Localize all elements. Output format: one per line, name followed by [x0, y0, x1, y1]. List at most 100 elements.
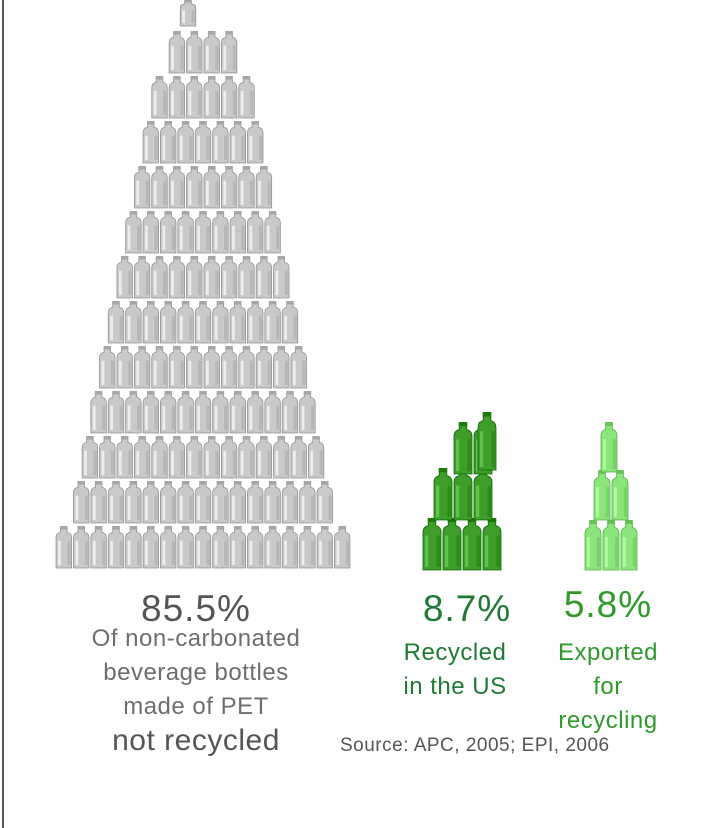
bottle-mark: [453, 468, 473, 521]
bottle-mark: [151, 346, 168, 389]
caption-line: recycling: [558, 707, 658, 734]
bottle-mark: [620, 520, 638, 571]
bottle-mark: [299, 526, 316, 569]
bottle-mark: [168, 31, 186, 74]
bottle-mark: [160, 301, 177, 344]
bottle-mark: [255, 256, 273, 299]
bottle-mark: [316, 481, 333, 524]
not-recycled-bottles: [55, 0, 351, 569]
bottle-mark: [212, 481, 229, 524]
bottle-mark: [238, 436, 255, 479]
bottle-mark: [229, 391, 246, 434]
bottle-mark: [125, 391, 142, 434]
bottle-mark: [247, 211, 264, 254]
bottle-mark: [462, 518, 482, 571]
bottle-mark: [290, 346, 307, 389]
bottle-mark: [186, 346, 203, 389]
bottle-mark: [290, 436, 307, 479]
bottle-mark: [255, 436, 273, 479]
bottle-mark: [160, 481, 177, 524]
not-recycled-percent: 85.5%: [141, 588, 251, 629]
bottle-mark: [125, 481, 142, 524]
bottle-mark: [602, 520, 620, 571]
bottle-mark: [160, 526, 177, 569]
bottle-mark: [482, 518, 502, 571]
bottle-mark: [116, 436, 133, 479]
bottle-mark: [73, 481, 90, 524]
bottle-mark: [107, 481, 125, 524]
bottle-mark: [600, 422, 618, 473]
bottle-mark: [107, 526, 125, 569]
caption-line: Exported: [557, 639, 659, 666]
bottle-mark: [81, 436, 99, 479]
bottle-mark: [220, 436, 238, 479]
bottle-mark: [168, 256, 186, 299]
bottle-mark: [264, 211, 281, 254]
bottle-mark: [107, 301, 125, 344]
bottle-mark: [255, 166, 273, 209]
bottle-mark: [273, 436, 290, 479]
bottle-mark: [55, 526, 72, 569]
bottle-mark: [99, 436, 116, 479]
bottle-mark: [203, 436, 220, 479]
bottle-mark: [151, 76, 168, 119]
bottle-mark: [273, 346, 290, 389]
bottle-mark: [177, 526, 194, 569]
recycled-us-bottles: [422, 412, 502, 571]
bottle-mark: [593, 470, 611, 521]
bottle-mark: [142, 481, 159, 524]
exported-percent: 5.8%: [563, 584, 653, 625]
bottle-mark: [125, 526, 142, 569]
bottle-mark: [273, 256, 290, 299]
bottle-mark: [160, 121, 177, 164]
bottle-mark: [203, 31, 220, 74]
bottle-mark: [212, 526, 229, 569]
bottle-mark: [177, 211, 194, 254]
bottle-mark: [142, 211, 159, 254]
bottle-mark: [203, 346, 220, 389]
bottle-mark: [316, 526, 333, 569]
bottle-mark: [125, 301, 142, 344]
bottle-mark: [220, 256, 238, 299]
bottle-mark: [194, 526, 212, 569]
bottle-mark: [247, 391, 264, 434]
bottle-mark: [238, 76, 255, 119]
bottle-mark: [264, 391, 281, 434]
bottle-mark: [179, 0, 197, 27]
bottle-mark: [229, 211, 246, 254]
exported-bottles: [584, 422, 638, 571]
bottle-mark: [453, 422, 473, 475]
bottle-mark: [151, 436, 168, 479]
not-recycled-caption: Of non-carbonated beverage bottles made …: [40, 622, 352, 758]
bottle-mark: [477, 412, 497, 471]
source-note: Source: APC, 2005; EPI, 2006: [340, 735, 610, 756]
bottle-mark: [186, 166, 203, 209]
bottle-mark: [255, 346, 273, 389]
bottle-mark: [212, 211, 229, 254]
bottle-mark: [73, 526, 90, 569]
caption-line: in the US: [403, 673, 507, 700]
exported-caption: Exported for recycling: [538, 636, 678, 738]
bottle-mark: [247, 526, 264, 569]
bottle-mark: [186, 31, 203, 74]
bottle-mark: [299, 481, 316, 524]
bottle-mark: [186, 76, 203, 119]
bottle-mark: [99, 346, 116, 389]
bottle-mark: [281, 391, 299, 434]
bottle-mark: [334, 526, 351, 569]
bottle-mark: [151, 256, 168, 299]
bottle-mark: [177, 121, 194, 164]
bottle-mark: [194, 481, 212, 524]
frame-border: [2, 0, 4, 828]
bottle-mark: [194, 301, 212, 344]
bottle-mark: [186, 436, 203, 479]
bottle-mark: [212, 121, 229, 164]
bottle-mark: [168, 76, 186, 119]
bottle-mark: [194, 211, 212, 254]
bottle-mark: [212, 301, 229, 344]
bottle-mark: [611, 470, 629, 521]
bottle-mark: [247, 121, 264, 164]
bottle-mark: [177, 301, 194, 344]
bottle-mark: [151, 166, 168, 209]
bottle-mark: [281, 301, 299, 344]
